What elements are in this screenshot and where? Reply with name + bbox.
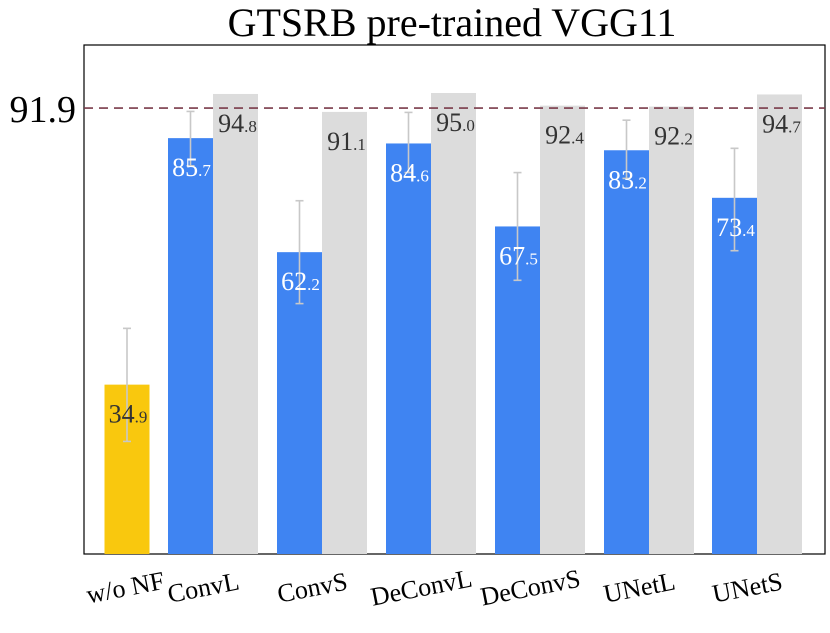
reference-value-label-unets-integer: 94	[762, 109, 788, 138]
reference-value-label-unetl-integer: 92	[654, 122, 680, 151]
bar-unets	[712, 197, 757, 555]
reference-value-label-deconvl-integer: 95	[436, 108, 462, 137]
reference-value-label-deconvs-decimal: .4	[571, 129, 584, 148]
value-label-deconvs-decimal: .5	[525, 249, 538, 268]
value-label-convs-decimal: .2	[307, 275, 320, 294]
reference-value-label-convl: 94.8	[218, 109, 257, 138]
value-label-convl: 85.7	[172, 153, 211, 182]
reference-bar-convs	[322, 111, 367, 554]
value-label-deconvs: 67.5	[499, 241, 538, 270]
value-label-deconvl-decimal: .6	[416, 166, 429, 185]
reference-value-label-convs: 91.1	[327, 127, 366, 156]
category-label: UNetS	[710, 567, 785, 609]
value-label-unets: 73.4	[716, 213, 755, 242]
category-label: DeConvS	[478, 564, 583, 612]
value-label-convl-decimal: .7	[198, 161, 211, 180]
category-label: w/o NF	[84, 566, 167, 609]
value-label-unetl: 83.2	[608, 165, 647, 194]
reference-value-label-unets-decimal: .7	[788, 117, 801, 136]
reference-value-label-deconvs-integer: 92	[545, 121, 571, 150]
reference-value-label-convl-integer: 94	[218, 109, 244, 138]
value-label-convl-integer: 85	[172, 153, 198, 182]
value-label-convs: 62.2	[281, 267, 320, 296]
value-label-unets-decimal: .4	[742, 221, 755, 240]
reference-value-label-convl-decimal: .8	[244, 117, 257, 136]
reference-bar-deconvl	[431, 93, 476, 554]
value-label-unets-integer: 73	[716, 213, 742, 242]
bar-convl	[168, 138, 213, 555]
reference-bar-unets	[757, 94, 802, 555]
value-labels-layer: 34.994.885.791.162.295.084.692.467.592.2…	[109, 108, 801, 443]
value-label-wonf: 34.9	[109, 400, 148, 429]
reference-value-label-deconvl-decimal: .0	[462, 116, 475, 135]
value-label-unetl-decimal: .2	[634, 173, 647, 192]
value-label-deconvs-integer: 67	[499, 241, 525, 270]
category-label: UNetL	[601, 567, 677, 609]
reference-value-label-deconvl: 95.0	[436, 108, 475, 137]
category-label: ConvL	[165, 567, 241, 609]
reference-value-label-unetl-decimal: .2	[680, 130, 693, 149]
chart-title: GTSRB pre-trained VGG11	[228, 0, 677, 45]
value-label-deconvl: 84.6	[390, 158, 429, 187]
bar-deconvl	[386, 143, 431, 555]
reference-value-label-deconvs: 92.4	[545, 121, 584, 150]
value-label-unetl-integer: 83	[608, 165, 634, 194]
value-label-deconvl-integer: 84	[390, 158, 416, 187]
reference-line-label: 91.9	[10, 89, 77, 131]
reference-value-label-convs-integer: 91	[327, 127, 353, 156]
category-label: ConvS	[275, 567, 350, 609]
bar-unetl	[604, 150, 649, 554]
reference-bar-convl	[213, 93, 258, 555]
value-label-wonf-decimal: .9	[135, 408, 148, 427]
bars-layer	[104, 93, 802, 555]
reference-value-label-unetl: 92.2	[654, 122, 693, 151]
reference-value-label-unets: 94.7	[762, 109, 801, 138]
reference-value-label-convs-decimal: .1	[353, 135, 366, 154]
reference-bar-unetl	[649, 106, 694, 554]
category-label: DeConvL	[368, 564, 474, 612]
value-label-wonf-integer: 34	[109, 400, 135, 429]
reference-bar-deconvs	[540, 105, 585, 554]
value-label-convs-integer: 62	[281, 267, 307, 296]
